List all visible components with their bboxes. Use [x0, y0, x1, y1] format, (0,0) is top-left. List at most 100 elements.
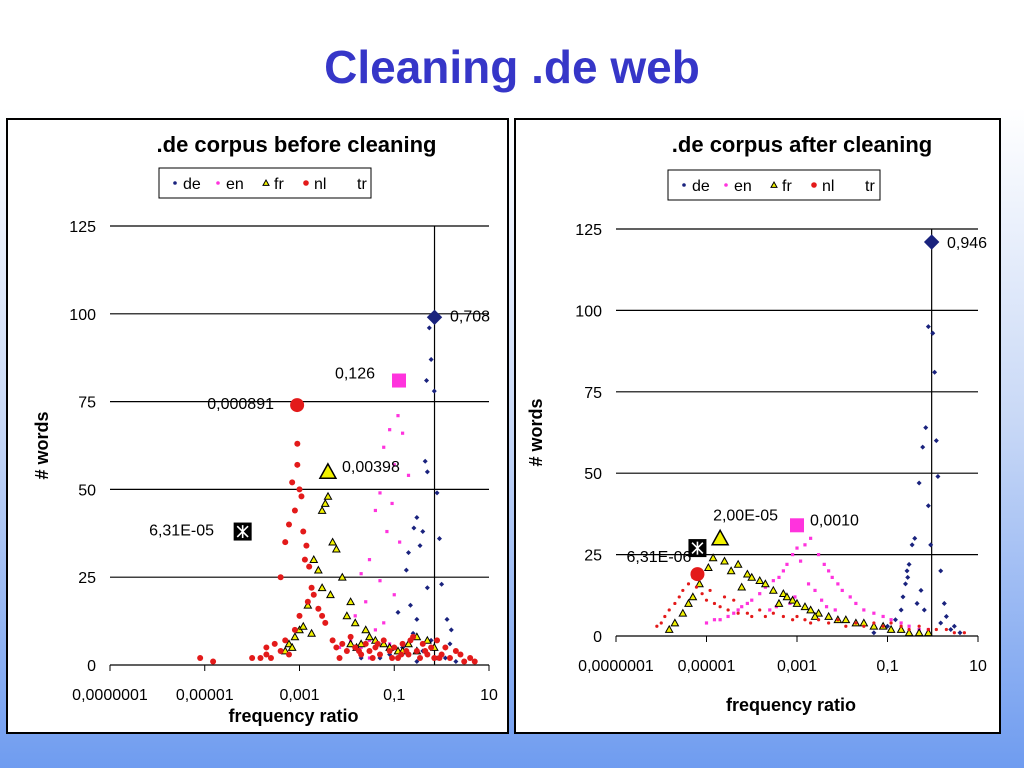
data-point-nl — [791, 618, 795, 622]
data-point-en — [827, 569, 831, 573]
data-point-en — [718, 618, 722, 622]
data-point-de — [424, 585, 430, 591]
data-point-en — [337, 645, 342, 650]
data-point-fr — [869, 621, 879, 630]
data-point-en — [367, 638, 372, 643]
highlight-marker-en — [790, 518, 804, 533]
data-point-nl — [343, 647, 350, 654]
data-point-nl — [434, 637, 441, 644]
x-tick-label: 10 — [480, 687, 498, 704]
data-point-nl — [271, 640, 278, 647]
data-point-nl — [708, 588, 712, 593]
data-point-en — [406, 473, 411, 477]
data-point-en — [889, 618, 893, 622]
data-point-de — [914, 600, 920, 606]
data-point-nl — [369, 654, 376, 661]
data-point-nl — [291, 507, 298, 514]
legend-marker-de — [682, 183, 686, 187]
data-point-en — [745, 601, 749, 606]
data-point-fr — [325, 590, 335, 599]
legend-label-en: en — [226, 176, 244, 193]
data-point-en — [836, 582, 840, 586]
data-point-fr — [320, 498, 330, 507]
data-point-nl — [294, 440, 301, 447]
data-point-fr — [287, 642, 297, 651]
highlight-marker-nl — [290, 398, 305, 413]
data-point-de — [395, 609, 401, 615]
data-point-nl — [306, 563, 313, 570]
data-point-nl — [366, 647, 373, 654]
data-point-fr — [792, 598, 802, 607]
data-point-en — [359, 572, 363, 576]
data-point-de — [871, 630, 877, 636]
legend-label-nl: nl — [822, 178, 834, 195]
data-point-fr — [284, 639, 294, 648]
series-en — [337, 414, 411, 660]
data-point-nl — [419, 640, 426, 647]
data-point-en — [785, 562, 789, 566]
data-point-nl — [934, 627, 938, 632]
annotation-label-en: 0,126 — [335, 366, 375, 383]
data-point-nl — [298, 493, 305, 500]
data-point-en — [899, 621, 903, 625]
data-point-nl — [673, 601, 677, 606]
data-point-en — [830, 575, 834, 579]
data-point-nl — [257, 654, 264, 661]
chart-title: .de corpus after cleaning — [672, 132, 932, 157]
data-point-nl — [428, 644, 435, 651]
data-point-fr — [742, 569, 752, 578]
data-point-nl — [263, 651, 270, 658]
data-point-fr — [747, 572, 757, 581]
chart-title: .de corpus before cleaning — [157, 132, 437, 157]
data-point-nl — [816, 618, 821, 622]
data-point-fr — [346, 639, 356, 648]
data-point-fr — [670, 618, 680, 627]
data-point-fr — [824, 611, 834, 620]
legend-marker-en — [724, 183, 728, 187]
data-point-nl — [431, 654, 438, 661]
data-point-nl — [267, 654, 274, 661]
data-point-nl — [659, 621, 663, 625]
data-point-de — [444, 616, 450, 622]
data-point-nl — [310, 591, 317, 598]
data-point-nl — [352, 644, 359, 651]
chart-legend: de en fr nl tr — [158, 167, 372, 199]
data-point-nl — [750, 614, 754, 619]
y-tick-label: 75 — [78, 395, 96, 412]
data-point-nl — [803, 618, 807, 622]
data-point-nl — [333, 644, 340, 651]
y-tick-label: 125 — [575, 222, 602, 239]
series-nl — [197, 440, 478, 665]
data-point-nl — [197, 654, 204, 661]
series-de — [871, 324, 963, 636]
data-point-en — [382, 621, 386, 625]
data-point-en — [793, 595, 797, 599]
data-point-nl — [467, 654, 474, 661]
data-point-nl — [282, 637, 289, 644]
data-point-en — [367, 656, 372, 660]
y-tick-label: 125 — [69, 219, 96, 236]
legend-marker-en — [216, 181, 220, 185]
data-point-en — [382, 445, 386, 449]
data-point-de — [957, 630, 963, 636]
data-point-de — [921, 607, 927, 613]
data-point-en — [750, 598, 754, 602]
data-point-nl — [285, 651, 292, 658]
data-point-nl — [285, 521, 292, 528]
data-point-nl — [304, 598, 311, 605]
data-point-en — [353, 614, 357, 618]
data-point-de — [906, 561, 912, 567]
data-point-de — [916, 480, 922, 486]
data-point-nl — [844, 624, 848, 628]
data-point-de — [912, 535, 918, 541]
data-point-en — [378, 579, 382, 583]
data-point-de — [417, 543, 423, 549]
data-point-en — [392, 463, 396, 467]
data-point-nl — [745, 611, 749, 615]
data-point-en — [803, 543, 807, 547]
annotation-label-de: 0,708 — [450, 308, 490, 325]
data-point-en — [907, 624, 911, 628]
data-point-nl — [457, 651, 464, 658]
data-point-fr — [778, 589, 788, 598]
x-tick-label: 0,1 — [876, 658, 898, 675]
